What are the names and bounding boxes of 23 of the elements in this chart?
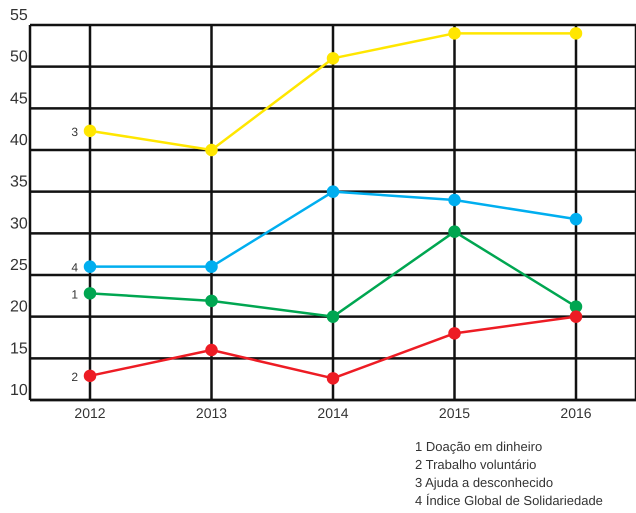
series-label: 1 (71, 287, 78, 302)
y-tick-label: 25 (10, 257, 28, 274)
y-tick-label: 45 (10, 90, 28, 108)
y-tick-label: 35 (10, 174, 28, 191)
text: 4 Índice Global de Solidariedade (415, 492, 603, 510)
series-label: 4 (71, 260, 78, 275)
y-tick-label: 10 (10, 382, 28, 399)
x-tick-label: 2015 (438, 404, 470, 421)
x-tick-label: 2012 (74, 404, 106, 421)
y-tick-label: 20 (10, 298, 28, 316)
x-tick-label: 2014 (317, 404, 349, 421)
text: 2 Trabalho voluntário (415, 456, 538, 474)
x-tick-label: 2013 (196, 404, 228, 421)
series-label: 2 (71, 370, 78, 384)
y-tick-label: 30 (10, 215, 28, 232)
y-tick-label: 50 (10, 48, 28, 66)
x-tick-label: 2016 (560, 404, 592, 421)
series-label: 3 (71, 124, 78, 139)
y-tick-label: 40 (10, 132, 28, 149)
text: 3 Ajuda a desconhecido (415, 474, 554, 492)
y-tick-label: 15 (10, 340, 28, 358)
y-tick-label: 55 (10, 7, 28, 24)
text: 1 Doação em dinheiro (415, 438, 544, 456)
